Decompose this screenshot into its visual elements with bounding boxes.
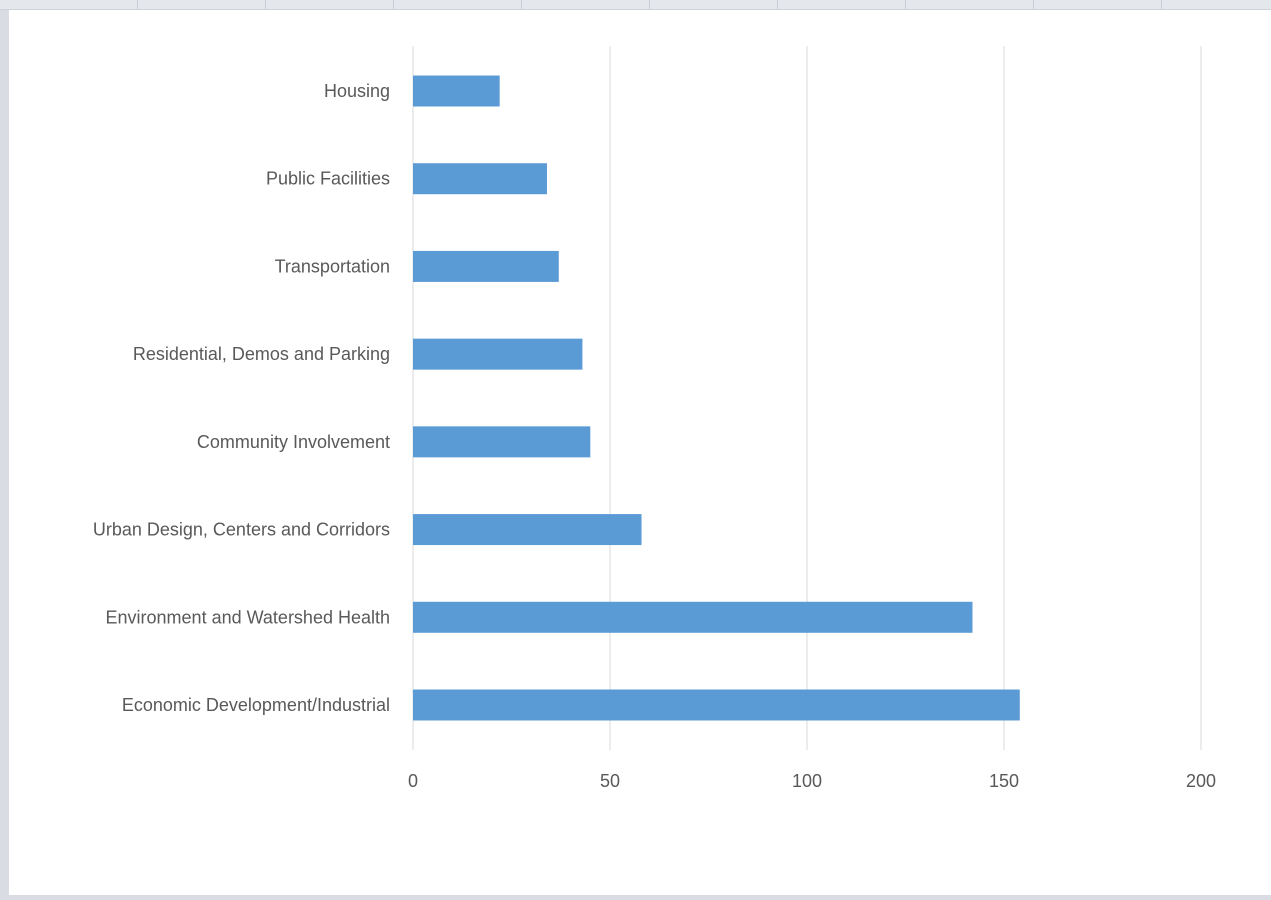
column-header-cell	[521, 0, 650, 9]
category-label: Residential, Demos and Parking	[133, 344, 390, 364]
category-label: Environment and Watershed Health	[106, 607, 390, 627]
spreadsheet-header-strip	[0, 0, 1271, 10]
bar	[413, 250, 559, 282]
category-label: Transportation	[275, 256, 390, 276]
x-tick-labels: 0 50 100 150 200	[408, 771, 1216, 791]
bar	[413, 601, 973, 633]
category-label: Public Facilities	[266, 169, 390, 189]
column-header-cell	[1033, 0, 1162, 9]
x-tick-label: 50	[600, 771, 620, 791]
column-header-cell	[777, 0, 906, 9]
column-header-cell	[265, 0, 394, 9]
bars	[413, 75, 1020, 721]
gridlines	[412, 46, 1202, 750]
category-label: Community Involvement	[197, 432, 390, 452]
bar	[413, 689, 1020, 721]
bar	[413, 514, 642, 546]
category-label: Urban Design, Centers and Corridors	[93, 520, 390, 540]
bar-chart: Housing Public Facilities Transportation Re…	[93, 46, 1216, 791]
x-tick-label: 100	[792, 771, 822, 791]
bar	[413, 163, 547, 195]
column-header-cell	[137, 0, 266, 9]
x-tick-label: 0	[408, 771, 418, 791]
bar	[413, 75, 500, 107]
column-header-cell	[649, 0, 778, 9]
bar	[413, 426, 591, 458]
category-labels: Housing Public Facilities Transportation Re…	[93, 81, 390, 715]
column-header-cell	[393, 0, 522, 9]
category-label: Economic Development/Industrial	[122, 695, 390, 715]
chart-area[interactable]: Housing Public Facilities Transportation Re…	[9, 10, 1271, 895]
column-header-cell	[905, 0, 1034, 9]
column-header-cell	[1161, 0, 1271, 9]
category-label: Housing	[324, 81, 390, 101]
x-tick-label: 150	[989, 771, 1019, 791]
x-tick-label: 200	[1186, 771, 1216, 791]
bar	[413, 338, 583, 370]
